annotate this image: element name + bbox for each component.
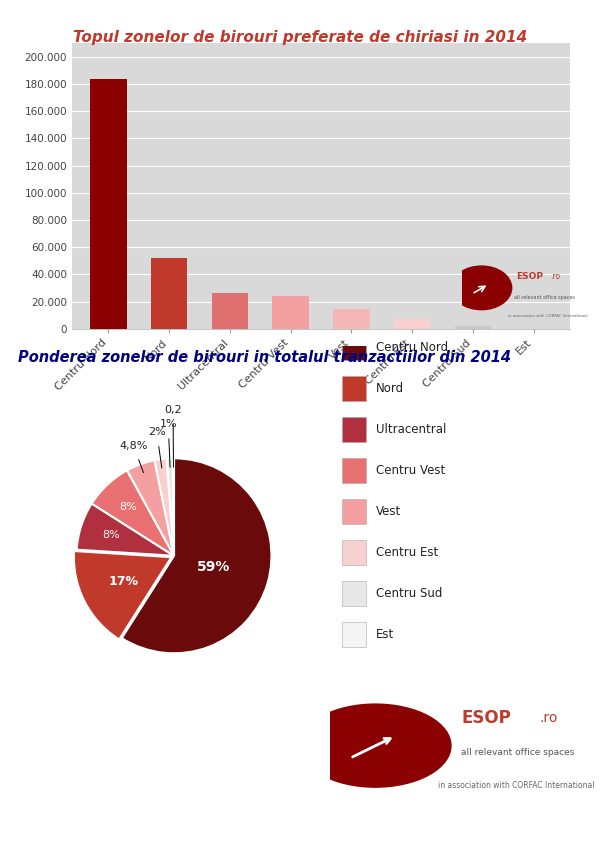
- Text: .ro: .ro: [539, 711, 557, 725]
- Text: ESOP: ESOP: [461, 709, 511, 727]
- Text: all relevant office spaces: all relevant office spaces: [514, 295, 575, 299]
- Text: 1%: 1%: [160, 420, 177, 429]
- Bar: [151, 258, 187, 329]
- Text: Centru Sud: Centru Sud: [376, 586, 442, 599]
- Bar: [342, 540, 366, 565]
- Bar: [90, 79, 127, 329]
- Text: in association with CORFAC International: in association with CORFAC International: [439, 781, 595, 791]
- Text: .ro: .ro: [551, 272, 560, 281]
- Text: 17%: 17%: [109, 575, 139, 588]
- Bar: [212, 293, 248, 329]
- Text: Ponderea zonelor de birouri in totalul tranzactiilor din 2014: Ponderea zonelor de birouri in totalul t…: [18, 350, 511, 365]
- Bar: [342, 335, 366, 360]
- Text: 8%: 8%: [120, 503, 137, 512]
- Text: Centru Est: Centru Est: [376, 546, 438, 559]
- Text: Vest: Vest: [376, 505, 401, 518]
- Wedge shape: [122, 458, 271, 653]
- Bar: [333, 309, 370, 329]
- Text: all relevant office spaces: all relevant office spaces: [461, 748, 574, 757]
- Text: Ultracentral: Ultracentral: [376, 423, 446, 436]
- Text: 4,8%: 4,8%: [119, 441, 148, 451]
- Wedge shape: [127, 460, 174, 556]
- Bar: [272, 296, 309, 329]
- Text: 2%: 2%: [148, 427, 166, 437]
- Bar: [342, 376, 366, 401]
- Bar: [342, 499, 366, 523]
- Text: ESOP: ESOP: [516, 272, 543, 281]
- Wedge shape: [77, 503, 174, 556]
- Bar: [455, 326, 491, 329]
- Wedge shape: [173, 458, 174, 556]
- Text: 0,2: 0,2: [164, 405, 182, 414]
- Bar: [394, 318, 430, 329]
- Text: Est: Est: [376, 627, 394, 641]
- Circle shape: [300, 704, 451, 787]
- Bar: [342, 458, 366, 483]
- Bar: [342, 417, 366, 442]
- Text: Nord: Nord: [376, 382, 404, 395]
- Text: Centru Nord: Centru Nord: [376, 341, 448, 354]
- Text: in association with CORFAC International: in association with CORFAC International: [508, 314, 588, 318]
- Text: 59%: 59%: [197, 561, 230, 574]
- Text: Topul zonelor de birouri preferate de chiriasi in 2014: Topul zonelor de birouri preferate de ch…: [73, 30, 527, 45]
- Wedge shape: [92, 471, 174, 556]
- Bar: [342, 622, 366, 646]
- Wedge shape: [74, 551, 172, 639]
- Circle shape: [451, 266, 512, 310]
- Wedge shape: [167, 458, 174, 556]
- Text: Centru Vest: Centru Vest: [376, 464, 445, 477]
- Text: 8%: 8%: [102, 530, 120, 541]
- Wedge shape: [155, 458, 174, 556]
- Bar: [515, 327, 552, 329]
- Bar: [342, 580, 366, 606]
